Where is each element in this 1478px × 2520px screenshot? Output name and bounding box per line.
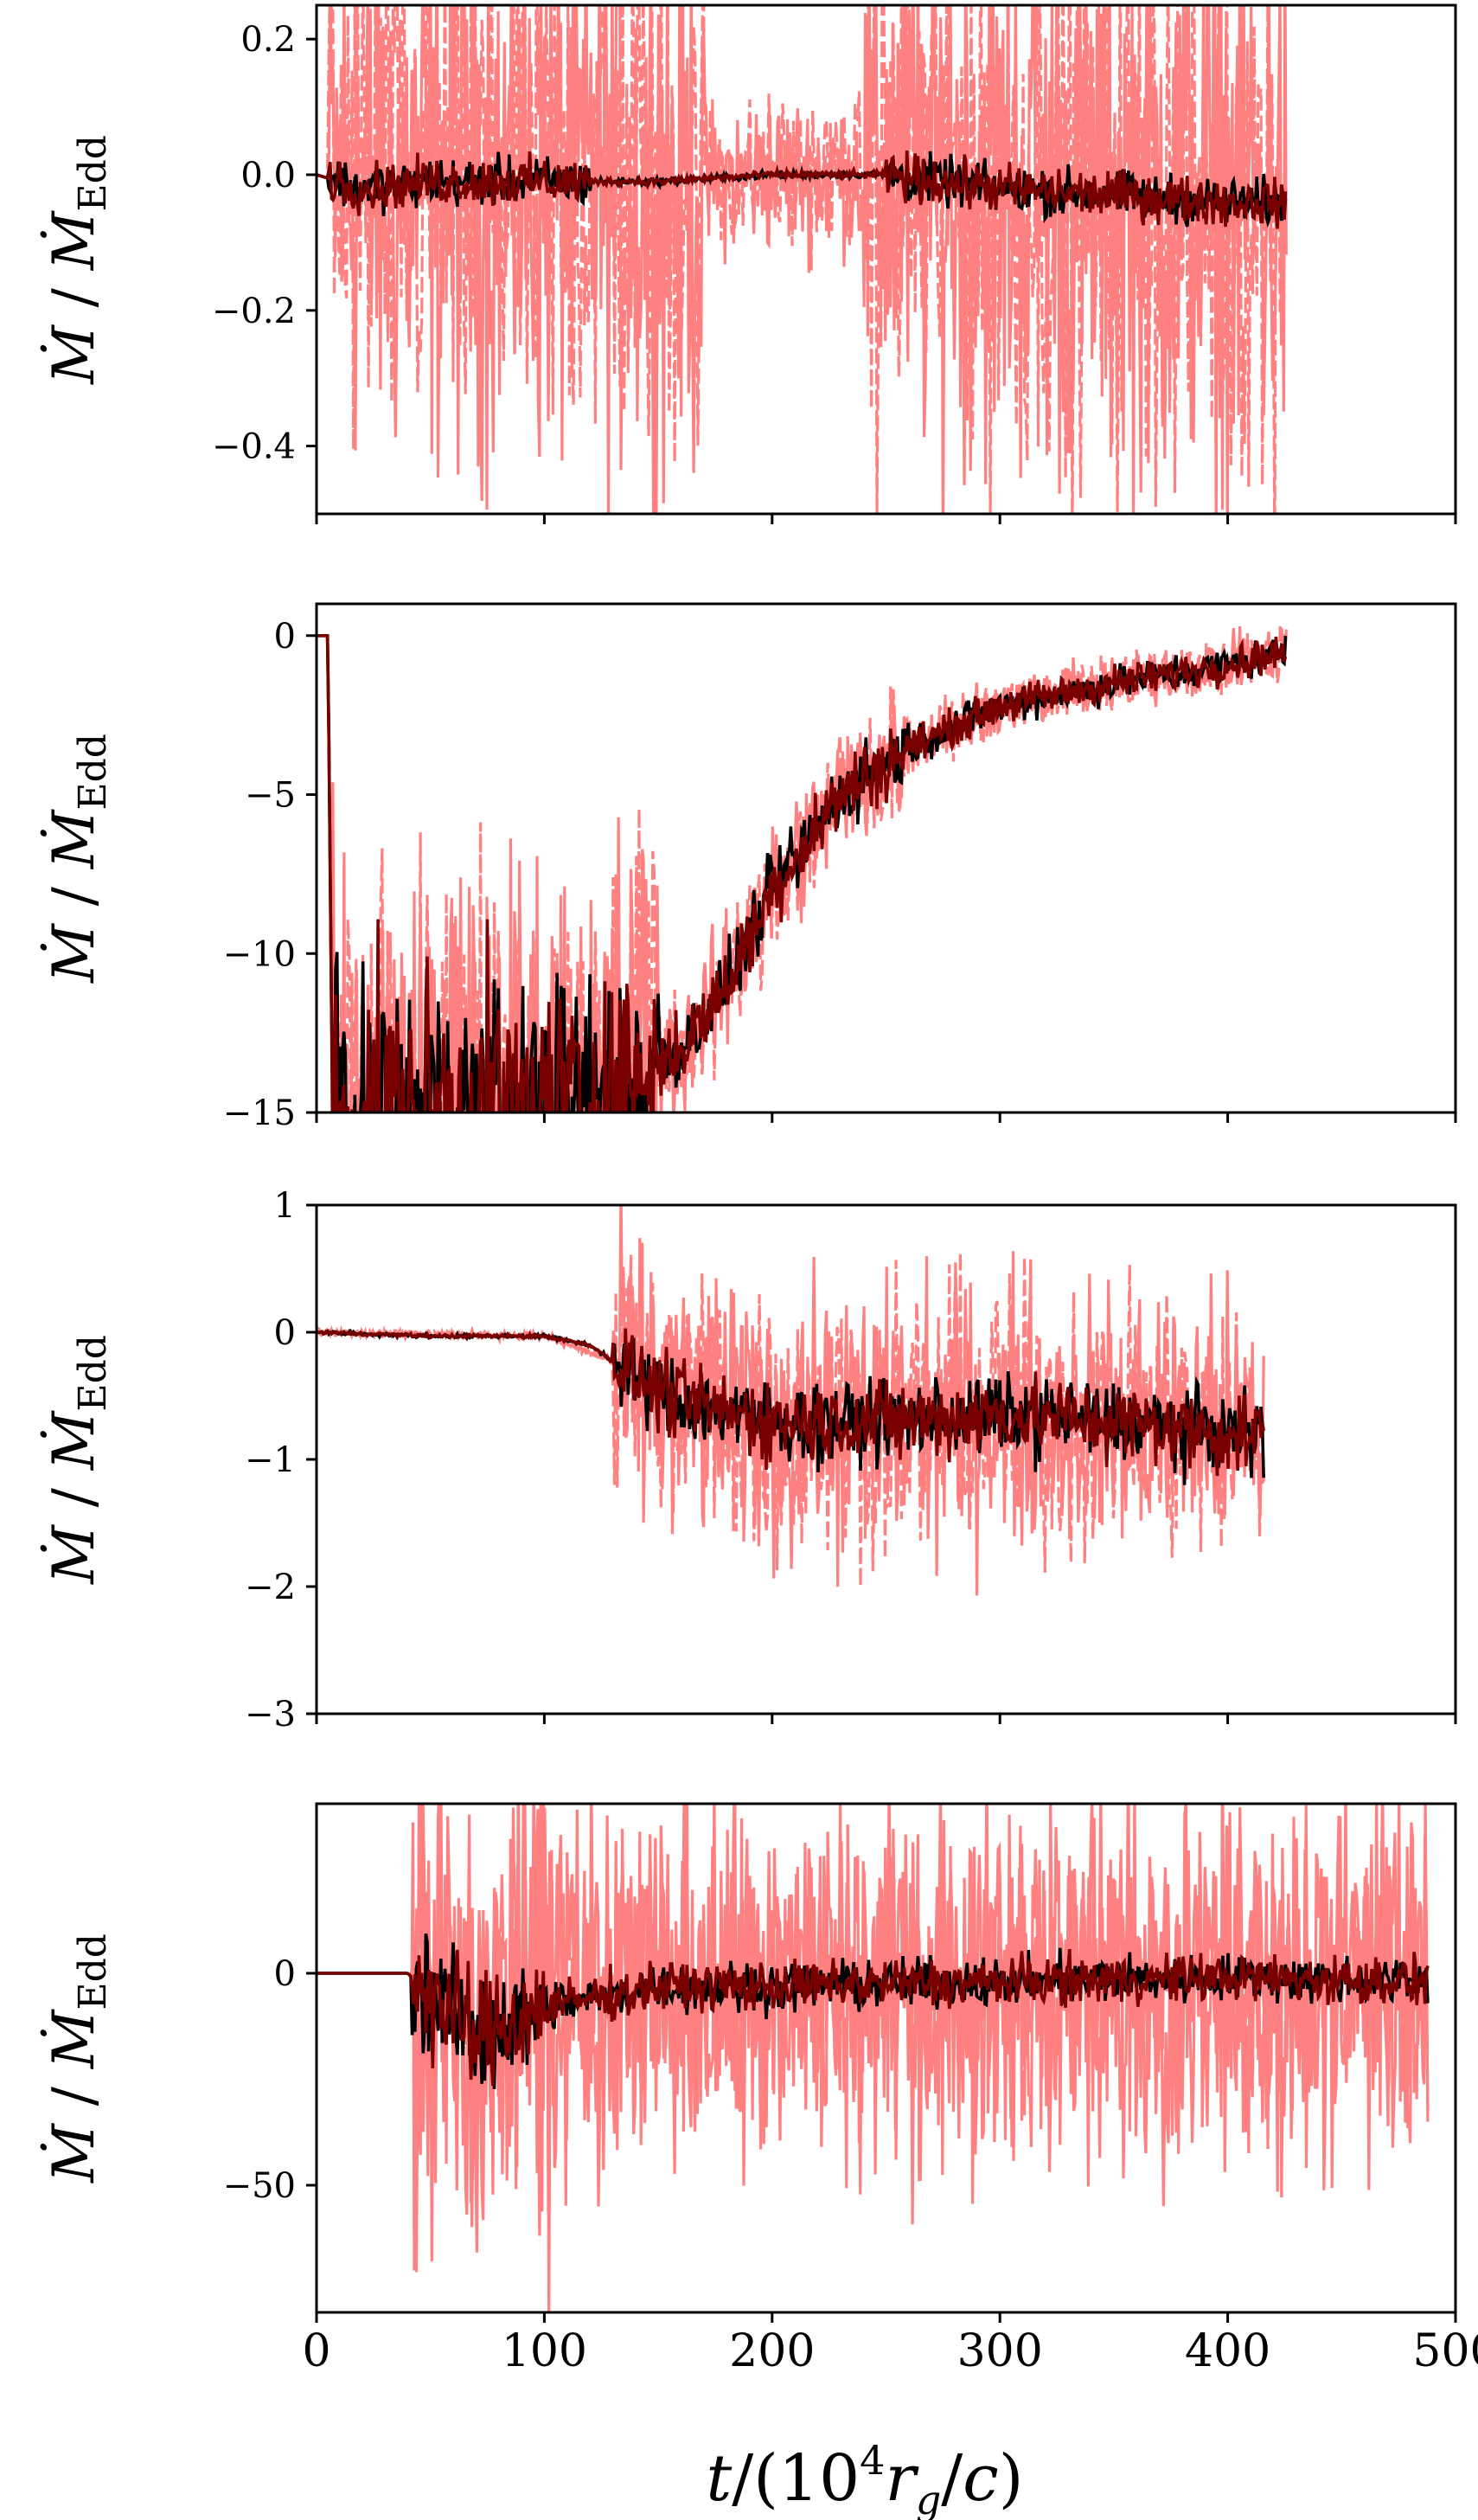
x-axis-label-t: t bbox=[706, 2441, 732, 2516]
panel-3: 1 0 −1 −2 −3 Ṁ / ṀEdd bbox=[41, 1186, 1457, 1735]
y-tick-label: 1 bbox=[274, 1186, 296, 1226]
y-tick-label: −5 bbox=[245, 776, 296, 816]
series-darkred-line bbox=[317, 1328, 1265, 1477]
x-tick-label: 100 bbox=[502, 2325, 587, 2377]
y-tick-label: −2 bbox=[245, 1568, 296, 1607]
plot-area-4 bbox=[317, 1804, 1430, 2312]
plot-area-2 bbox=[317, 624, 1288, 1113]
y-tick-label: 0.0 bbox=[240, 156, 296, 196]
y-tick-label: −10 bbox=[223, 934, 296, 974]
x-tick-label: 200 bbox=[729, 2325, 815, 2377]
series-darkred-line bbox=[317, 1948, 1430, 2087]
x-tick-label: 0 bbox=[302, 2325, 330, 2377]
y-tick-label: −15 bbox=[223, 1093, 296, 1133]
y-axis-label: Ṁ / ṀEdd bbox=[41, 1335, 115, 1585]
series-pink-dashed-line bbox=[317, 5, 1287, 514]
x-axis-label: t/(104rg/c) bbox=[706, 2437, 1023, 2520]
series-darkred-line bbox=[317, 634, 1288, 1113]
x-tick-label: 300 bbox=[957, 2325, 1043, 2377]
axes-frame-2 bbox=[315, 602, 1457, 1114]
y-tick-label: 0 bbox=[274, 617, 296, 657]
plot-area-3 bbox=[317, 1205, 1265, 1596]
y-tick-label: −3 bbox=[245, 1695, 296, 1735]
y-axis-label: Ṁ / ṀEdd bbox=[41, 734, 115, 984]
y-tick-label: −50 bbox=[223, 2166, 296, 2206]
x-tick-label: 400 bbox=[1185, 2325, 1270, 2377]
axes-frame-4 bbox=[315, 1802, 1457, 2314]
x-tick-label: 500 bbox=[1412, 2325, 1478, 2377]
series-darkred-line bbox=[317, 151, 1288, 229]
y-tick-label: −0.4 bbox=[212, 427, 296, 467]
y-axis-label: Ṁ / ṀEdd bbox=[41, 135, 115, 385]
plot-area-1 bbox=[317, 5, 1288, 514]
y-tick-label: 0 bbox=[274, 1954, 296, 1994]
y-tick-label: 0 bbox=[274, 1313, 296, 1353]
y-tick-label: −0.2 bbox=[212, 292, 296, 331]
axes-frame-1 bbox=[315, 3, 1457, 516]
y-axis-label: Ṁ / ṀEdd bbox=[41, 1933, 115, 2183]
y-tick-label: 0.2 bbox=[240, 20, 296, 60]
series-pink-line bbox=[317, 626, 1288, 1113]
panel-1: 0.2 0.0 −0.2 −0.4 Ṁ / ṀEdd bbox=[41, 3, 1457, 524]
panel-4: 0 −50 0 100 200 300 400 500 Ṁ / ṀEdd bbox=[41, 1802, 1478, 2377]
panel-2: 0 −5 −10 −15 Ṁ / ṀEdd bbox=[41, 602, 1457, 1133]
y-tick-label: −1 bbox=[245, 1440, 296, 1480]
